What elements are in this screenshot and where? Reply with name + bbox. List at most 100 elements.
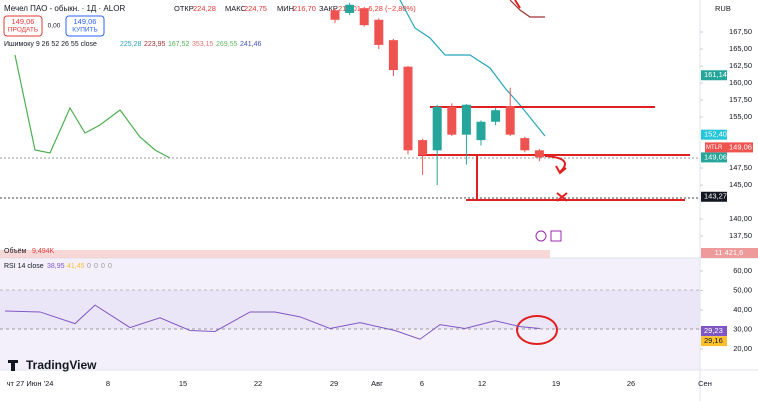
baseline-line (509, 0, 545, 18)
buy-button[interactable] (65, 15, 105, 37)
price-label-bg (701, 152, 727, 163)
ichimoku-value: 269,55 (216, 41, 238, 48)
time-label: Авг (371, 379, 383, 388)
candle-body (520, 138, 530, 151)
volume-value: 9,494K (32, 248, 55, 255)
ichimoku-label: Ишимоку 9 26 52 26 55 close (4, 41, 97, 48)
rsi-value: 41,45 (67, 263, 85, 270)
candle-body (461, 104, 471, 135)
conversion-line (399, 0, 546, 137)
time-label: 26 (627, 379, 635, 388)
price-label: 152,40 (704, 130, 727, 139)
rsi-value: 0 (87, 263, 91, 270)
candle-body (359, 8, 369, 26)
time-label: Сен (698, 379, 712, 388)
volume-axis-label-bg (701, 248, 758, 258)
rsi-value: 0 (108, 263, 112, 270)
candle-body (476, 121, 486, 141)
price-label-bg (701, 129, 727, 140)
price-tick-label: 145,00 (729, 180, 752, 189)
rsi-label: 29,23 (704, 326, 723, 335)
symbol: Мечел ПАО - обыкн. · 1Д · ALOR (4, 4, 125, 13)
price-label: 149,06 (704, 152, 727, 161)
ichimoku-value: 241,46 (240, 41, 262, 48)
price-label: 149,06 (729, 142, 752, 151)
ohlc-label: ОТКР (174, 4, 194, 13)
ticker-label: MTLR (706, 145, 723, 151)
ohlc-change: −6,28 (−2,80%) (364, 4, 416, 13)
rsi-tick-label: 60,00 (733, 266, 752, 275)
rsi-tick-label: 30,00 (733, 324, 752, 333)
ichimoku-value: 167,52 (168, 41, 190, 48)
rsi-tick-label: 40,00 (733, 305, 752, 314)
buy-price: 149,06 (74, 17, 97, 26)
price-tick-label: 157,50 (729, 95, 752, 104)
ohlc-label: ЗАКР (319, 4, 338, 13)
rsi-value: 0 (101, 263, 105, 270)
price-tick-label: 147,50 (729, 163, 752, 172)
price-label: 143,27 (704, 192, 727, 201)
candle-body (374, 19, 384, 45)
candle-body (432, 106, 442, 151)
rsi-tick-label: 20,00 (733, 344, 752, 353)
ohlc-value: 216,70 (293, 4, 316, 13)
event-icon[interactable] (550, 230, 562, 242)
rsi-band (0, 290, 700, 329)
price-label-bg (727, 142, 753, 153)
rsi-label-bg (701, 336, 727, 347)
price-tick-label: 137,50 (729, 231, 752, 240)
volume-bars (0, 250, 550, 258)
price-label-bg (701, 191, 727, 202)
price-tick-label: 165,00 (729, 44, 752, 53)
logo (8, 360, 18, 371)
time-label: 19 (552, 379, 560, 388)
candle-body (418, 140, 428, 156)
candle-body (403, 66, 413, 151)
ohlc-label: МИН (277, 4, 294, 13)
price-label-bg (701, 70, 727, 81)
ohlc-value: 224,28 (193, 4, 216, 13)
candle-body (491, 110, 501, 122)
time-label: чт 27 Июн '24 (7, 379, 54, 388)
price-tick-label: 167,50 (729, 27, 752, 36)
ichimoku-value: 223,95 (144, 41, 166, 48)
time-label: 29 (330, 379, 338, 388)
time-label: 15 (179, 379, 187, 388)
candle-body (388, 40, 398, 71)
rsi-label: RSI 14 close (4, 263, 44, 270)
rsi-line (4, 304, 541, 340)
branding: TradingView (26, 358, 97, 372)
ohlc-label: МАКС (225, 4, 247, 13)
rsi-label: 29,16 (704, 336, 723, 345)
spread: 0,00 (48, 23, 61, 30)
sell-label: ПРОДАТЬ (8, 27, 38, 34)
ticker-label-bg (705, 142, 727, 153)
rsi-tick-label: 50,00 (733, 285, 752, 294)
candle-body (345, 4, 355, 13)
volume-axis-label: 11 421,6 (715, 248, 744, 257)
volume-label: Объём (4, 247, 26, 255)
rsi-value: 38,95 (47, 263, 65, 270)
time-label: 8 (106, 379, 110, 388)
ichimoku-value: 225,28 (120, 41, 142, 48)
event-icon[interactable] (535, 230, 547, 242)
time-label: 22 (254, 379, 262, 388)
price-tick-label: 160,00 (729, 78, 752, 87)
price-tick-label: 162,50 (729, 61, 752, 70)
currency: RUB (715, 4, 731, 13)
candle-body (330, 10, 340, 20)
time-label: 6 (420, 379, 424, 388)
sell-price: 149,06 (12, 17, 35, 26)
ichimoku-value: 353,15 (192, 41, 214, 48)
price-tick-label: 155,00 (729, 112, 752, 121)
price-label: 161,14 (704, 70, 727, 79)
candle-body (534, 150, 544, 158)
rsi-label-bg (701, 326, 727, 337)
ohlc-value: 224,75 (244, 4, 267, 13)
rsi-value: 0 (94, 263, 98, 270)
candle-body (447, 106, 457, 135)
sell-button[interactable] (3, 15, 43, 37)
time-label: 12 (478, 379, 486, 388)
lagging-line (14, 54, 171, 159)
